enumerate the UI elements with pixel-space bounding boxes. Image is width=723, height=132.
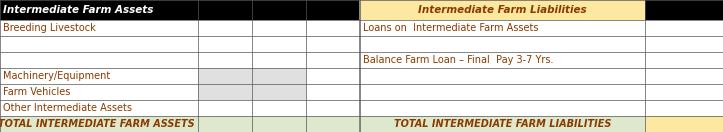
Bar xyxy=(360,0,646,20)
Bar xyxy=(252,0,306,20)
Bar xyxy=(646,68,723,84)
Bar xyxy=(306,84,359,100)
Bar xyxy=(646,100,723,116)
Text: Intermediate Farm Liabilities: Intermediate Farm Liabilities xyxy=(419,5,587,15)
Bar xyxy=(360,116,646,132)
Bar xyxy=(306,68,359,84)
Bar xyxy=(0,52,198,68)
Bar xyxy=(360,36,646,52)
Bar xyxy=(360,20,646,36)
Bar xyxy=(252,100,306,116)
Bar xyxy=(0,20,198,36)
Text: Farm Vehicles: Farm Vehicles xyxy=(3,87,70,97)
Bar xyxy=(0,68,198,84)
Bar xyxy=(306,116,359,132)
Bar xyxy=(306,100,359,116)
Text: Balance Farm Loan – Final  Pay 3-7 Yrs.: Balance Farm Loan – Final Pay 3-7 Yrs. xyxy=(363,55,553,65)
Bar xyxy=(646,116,723,132)
Bar xyxy=(252,36,306,52)
Bar xyxy=(252,20,306,36)
Text: TOTAL INTERMEDIATE FARM ASSETS: TOTAL INTERMEDIATE FARM ASSETS xyxy=(0,119,194,129)
Text: Other Intermediate Assets: Other Intermediate Assets xyxy=(3,103,132,113)
Bar xyxy=(360,84,646,100)
Bar xyxy=(0,36,198,52)
Bar xyxy=(252,52,306,68)
Text: Intermediate Farm Assets: Intermediate Farm Assets xyxy=(3,5,153,15)
Bar xyxy=(360,100,646,116)
Bar xyxy=(646,84,723,100)
Bar xyxy=(360,52,646,68)
Text: Loans on  Intermediate Farm Assets: Loans on Intermediate Farm Assets xyxy=(363,23,539,33)
Bar xyxy=(198,36,252,52)
Bar xyxy=(646,20,723,36)
Bar xyxy=(306,20,359,36)
Bar xyxy=(252,116,306,132)
Bar xyxy=(360,68,646,84)
Bar xyxy=(646,0,723,20)
Bar xyxy=(198,0,252,20)
Bar xyxy=(306,36,359,52)
Bar xyxy=(198,84,252,100)
Bar xyxy=(306,0,359,20)
Bar xyxy=(646,36,723,52)
Bar xyxy=(198,20,252,36)
Bar xyxy=(0,84,198,100)
Bar xyxy=(252,84,306,100)
Bar xyxy=(198,68,252,84)
Text: Breeding Livestock: Breeding Livestock xyxy=(3,23,95,33)
Bar xyxy=(0,100,198,116)
Bar xyxy=(198,116,252,132)
Text: TOTAL INTERMEDIATE FARM LIABILITIES: TOTAL INTERMEDIATE FARM LIABILITIES xyxy=(394,119,612,129)
Bar xyxy=(198,100,252,116)
Bar xyxy=(646,52,723,68)
Bar xyxy=(198,52,252,68)
Bar xyxy=(0,0,198,20)
Bar xyxy=(0,116,198,132)
Bar xyxy=(306,52,359,68)
Bar xyxy=(252,68,306,84)
Text: Machinery/Equipment: Machinery/Equipment xyxy=(3,71,110,81)
